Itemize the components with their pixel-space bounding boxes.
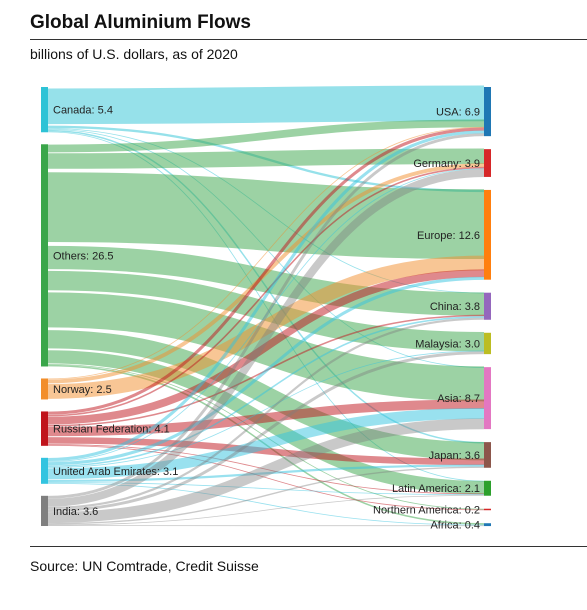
target-label-latin-america: Latin America: 2.1: [392, 483, 480, 495]
flow-india-to-malaysia: [47, 351, 485, 512]
flow-india-to-usa: [47, 133, 485, 499]
target-node-northern-america: [484, 508, 491, 511]
flow-united-arab-emirates-to-europe: [47, 276, 485, 466]
target-label-europe: Europe: 12.6: [417, 230, 480, 242]
bottom-divider: [30, 546, 587, 547]
flow-india-to-latin-america: [47, 494, 485, 526]
nodes: [41, 87, 491, 527]
source-label-russian-federation: Russian Federation: 4.1: [53, 424, 170, 436]
source-node-united-arab-emirates: [41, 457, 48, 484]
flow-others-to-china: [47, 245, 485, 316]
target-node-malaysia: [484, 332, 491, 355]
flow-others-to-usa: [47, 119, 485, 153]
flow-united-arab-emirates-to-asia: [47, 408, 485, 480]
target-label-northern-america: Northern America: 0.2: [373, 504, 480, 516]
target-label-germany: Germany: 3.9: [413, 158, 480, 170]
flow-canada-to-usa: [47, 85, 485, 125]
flow-russian-federation-to-northern-america: [47, 445, 485, 511]
flow-russian-federation-to-usa: [47, 127, 485, 415]
flow-united-arab-emirates-to-usa: [47, 130, 485, 462]
flow-russian-federation-to-germany: [47, 166, 485, 417]
source-node-others: [41, 144, 48, 367]
flow-united-arab-emirates-to-africa: [47, 482, 485, 526]
flow-others-to-japan: [47, 330, 485, 461]
target-label-africa: Africa: 0.4: [430, 520, 480, 532]
flow-united-arab-emirates-to-china: [47, 316, 485, 467]
source-node-norway: [41, 378, 48, 400]
source-label-norway: Norway: 2.5: [53, 384, 112, 396]
target-label-japan: Japan: 3.6: [429, 450, 480, 462]
target-node-europe: [484, 189, 491, 280]
target-label-asia: Asia: 8.7: [437, 393, 480, 405]
target-label-malaysia: Malaysia: 3.0: [415, 338, 480, 350]
target-node-usa: [484, 87, 491, 137]
flow-united-arab-emirates-to-malaysia: [47, 350, 485, 468]
flow-india-to-asia: [47, 418, 485, 523]
flow-united-arab-emirates-to-latin-america: [47, 482, 485, 496]
flow-united-arab-emirates-to-germany: [47, 168, 485, 462]
flow-others-to-germany: [47, 148, 485, 169]
chart-subtitle: billions of U.S. dollars, as of 2020: [30, 46, 238, 62]
source-node-india: [41, 495, 48, 526]
flow-norway-to-usa: [47, 126, 485, 380]
flow-russian-federation-to-latin-america: [47, 444, 485, 495]
target-node-africa: [484, 523, 491, 527]
node-labels: Canada: 5.4 Others: 26.5 Norway: 2.5 Russia…: [53, 105, 480, 532]
source-label-india: India: 3.6: [53, 506, 98, 518]
top-divider: [30, 39, 587, 40]
source-node-russian-federation: [41, 411, 48, 446]
target-node-asia: [484, 367, 491, 430]
flow-others-to-malaysia: [47, 270, 485, 352]
target-label-usa: USA: 6.9: [436, 107, 480, 119]
source-label-canada: Canada: 5.4: [53, 105, 113, 117]
source-node-canada: [41, 87, 48, 133]
flow-russian-federation-to-asia: [47, 399, 485, 437]
flow-others-to-europe: [47, 172, 485, 260]
source-label-united-arab-emirates: United Arab Emirates: 3.1: [53, 466, 178, 478]
flow-india-to-germany: [47, 169, 485, 507]
flow-links: [47, 85, 485, 527]
target-label-china: China: 3.8: [430, 301, 480, 313]
flow-russian-federation-to-europe: [47, 269, 485, 425]
flow-others-to-northern-america: [47, 363, 485, 510]
flow-india-to-china: [47, 317, 485, 510]
target-node-latin-america: [484, 480, 491, 496]
target-node-china: [484, 292, 491, 320]
chart-title: Global Aluminium Flows: [30, 12, 251, 33]
flow-india-to-japan: [47, 466, 485, 525]
flow-norway-to-europe: [47, 255, 485, 399]
target-node-japan: [484, 442, 491, 468]
sankey-chart: Canada: 5.4 Others: 26.5 Norway: 2.5 Russia…: [41, 85, 491, 532]
flow-united-arab-emirates-to-japan: [47, 464, 485, 482]
source-note: Source: UN Comtrade, Credit Suisse: [30, 558, 259, 574]
target-node-germany: [484, 149, 491, 177]
source-label-others: Others: 26.5: [53, 250, 114, 262]
